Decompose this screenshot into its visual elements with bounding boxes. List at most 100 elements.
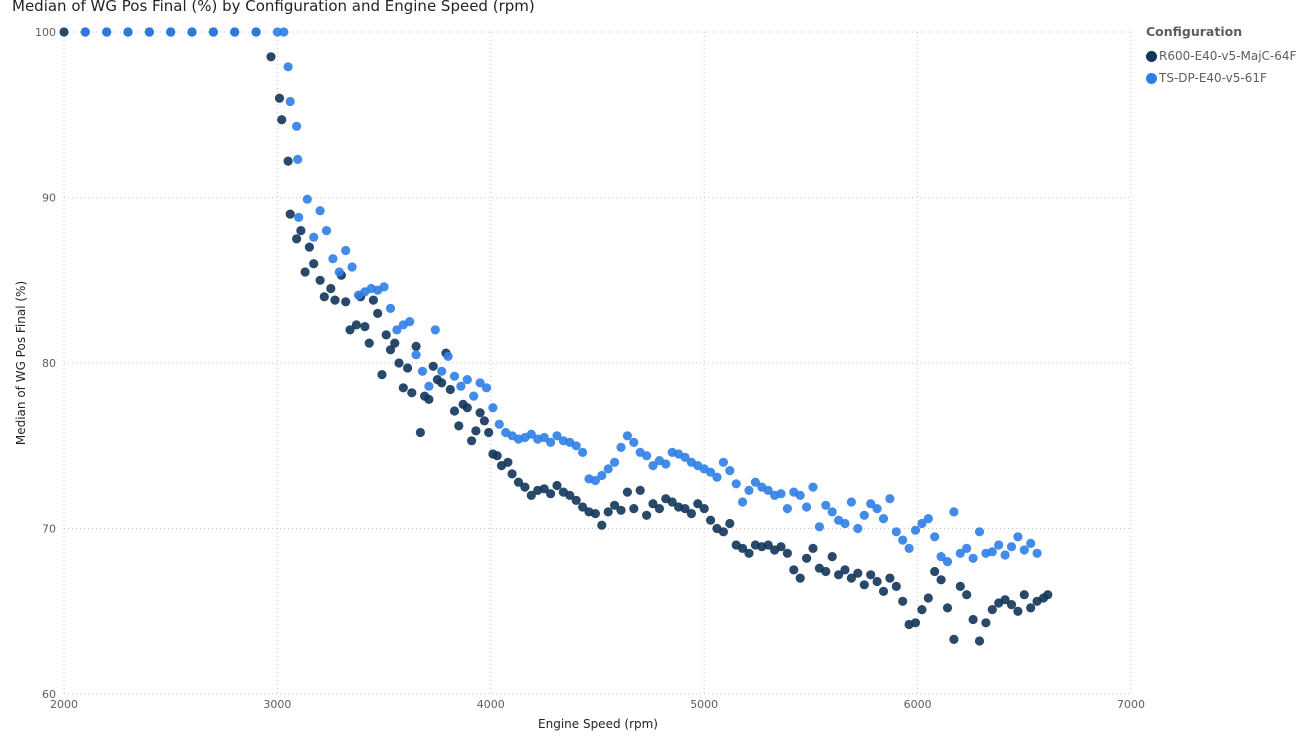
data-point-s1-11[interactable]: [283, 62, 293, 72]
data-point-s1-93[interactable]: [795, 490, 805, 500]
data-point-s0-93[interactable]: [699, 504, 709, 514]
data-point-s1-34[interactable]: [417, 366, 428, 376]
data-point-s1-91[interactable]: [782, 504, 793, 514]
data-point-s1-2[interactable]: [123, 27, 133, 37]
data-point-s0-110[interactable]: [808, 543, 818, 554]
data-point-s1-8[interactable]: [251, 27, 261, 37]
data-point-s0-123[interactable]: [891, 581, 901, 592]
data-point-s0-132[interactable]: [949, 634, 959, 645]
data-point-s0-57[interactable]: [479, 416, 489, 426]
data-point-s1-16[interactable]: [302, 194, 312, 204]
data-point-s1-64[interactable]: [610, 457, 620, 467]
data-point-s0-44[interactable]: [424, 394, 434, 404]
data-point-s0-131[interactable]: [942, 603, 953, 613]
data-point-s1-123[interactable]: [987, 547, 997, 557]
data-point-s0-22[interactable]: [326, 283, 336, 294]
data-point-s0-51[interactable]: [454, 421, 464, 431]
data-point-s0-13[interactable]: [283, 156, 293, 166]
data-point-s1-37[interactable]: [437, 366, 447, 376]
data-point-s0-147[interactable]: [1043, 590, 1053, 600]
data-point-s0-62[interactable]: [503, 457, 513, 467]
data-point-s0-108[interactable]: [795, 573, 805, 583]
data-point-s0-32[interactable]: [373, 308, 383, 318]
data-point-s0-36[interactable]: [390, 338, 400, 348]
data-point-s0-19[interactable]: [309, 259, 319, 269]
data-point-s0-106[interactable]: [782, 548, 793, 558]
data-point-s1-17[interactable]: [309, 232, 319, 242]
data-point-s1-94[interactable]: [802, 502, 812, 512]
data-point-s1-19[interactable]: [321, 226, 332, 236]
data-point-s0-129[interactable]: [930, 566, 940, 577]
data-point-s0-118[interactable]: [859, 580, 869, 590]
data-point-s0-55[interactable]: [471, 426, 481, 436]
data-point-s1-54[interactable]: [546, 437, 556, 447]
data-point-s0-112[interactable]: [821, 566, 831, 577]
data-point-s1-83[interactable]: [731, 479, 741, 489]
data-point-s0-85[interactable]: [648, 499, 658, 509]
data-point-s1-18[interactable]: [315, 206, 325, 216]
data-point-s1-75[interactable]: [680, 452, 690, 462]
data-point-s1-51[interactable]: [526, 429, 536, 439]
data-point-s1-45[interactable]: [488, 403, 498, 413]
data-point-s0-133[interactable]: [955, 581, 965, 592]
data-point-s0-96[interactable]: [718, 527, 729, 537]
data-point-s1-28[interactable]: [379, 282, 389, 292]
data-point-s1-7[interactable]: [230, 27, 240, 37]
data-point-s1-41[interactable]: [462, 375, 472, 385]
data-point-s0-20[interactable]: [315, 275, 325, 285]
data-point-s0-100[interactable]: [744, 548, 754, 558]
data-point-s1-13[interactable]: [292, 121, 302, 131]
data-point-s0-78[interactable]: [603, 507, 613, 517]
data-point-s0-94[interactable]: [706, 515, 716, 525]
data-point-s0-99[interactable]: [738, 543, 748, 554]
data-point-s1-95[interactable]: [808, 482, 818, 492]
data-point-s0-127[interactable]: [917, 605, 927, 615]
data-point-s1-65[interactable]: [616, 442, 626, 452]
data-point-s1-113[interactable]: [923, 514, 933, 524]
data-point-s0-41[interactable]: [411, 341, 421, 351]
data-point-s0-69[interactable]: [546, 489, 556, 499]
data-point-s1-21[interactable]: [334, 267, 344, 277]
data-point-s1-3[interactable]: [144, 27, 154, 37]
data-point-s1-84[interactable]: [738, 497, 748, 507]
data-point-s1-0[interactable]: [80, 27, 90, 37]
data-point-s1-101[interactable]: [846, 497, 857, 507]
data-point-s1-4[interactable]: [166, 27, 176, 37]
data-point-s0-49[interactable]: [445, 384, 455, 395]
data-point-s1-96[interactable]: [814, 522, 825, 532]
data-point-s0-84[interactable]: [642, 510, 652, 520]
data-point-s1-23[interactable]: [347, 262, 357, 272]
data-point-s1-130[interactable]: [1032, 548, 1042, 558]
data-point-s0-91[interactable]: [686, 508, 697, 519]
data-point-s0-117[interactable]: [853, 568, 863, 578]
data-point-s1-6[interactable]: [208, 27, 218, 37]
data-point-s0-120[interactable]: [872, 576, 882, 587]
data-point-s0-116[interactable]: [846, 573, 857, 583]
data-point-s1-43[interactable]: [475, 378, 485, 388]
data-point-s1-119[interactable]: [962, 543, 972, 554]
data-point-s0-97[interactable]: [725, 518, 735, 529]
data-point-s1-127[interactable]: [1013, 532, 1023, 542]
data-point-s1-36[interactable]: [430, 325, 440, 335]
data-point-s0-136[interactable]: [974, 636, 985, 646]
data-point-s0-14[interactable]: [285, 209, 295, 219]
data-point-s0-70[interactable]: [552, 480, 562, 491]
data-point-s1-69[interactable]: [642, 451, 652, 461]
data-point-s1-126[interactable]: [1006, 542, 1017, 552]
data-point-s0-53[interactable]: [462, 403, 472, 413]
data-point-s0-103[interactable]: [763, 540, 773, 550]
data-point-s0-39[interactable]: [403, 363, 413, 373]
data-point-s0-58[interactable]: [484, 427, 494, 438]
data-point-s0-25[interactable]: [341, 297, 351, 307]
data-point-s0-130[interactable]: [936, 575, 946, 585]
data-point-s0-109[interactable]: [802, 553, 812, 563]
data-point-s1-55[interactable]: [552, 431, 562, 441]
data-point-s1-85[interactable]: [744, 485, 754, 495]
data-point-s0-82[interactable]: [629, 504, 639, 514]
data-point-s1-114[interactable]: [930, 532, 940, 542]
data-point-s0-17[interactable]: [300, 267, 310, 277]
legend-item-series-1[interactable]: TS-DP-E40-v5-61F: [1146, 67, 1296, 89]
data-point-s0-54[interactable]: [467, 436, 477, 446]
data-point-s1-58[interactable]: [571, 441, 581, 451]
data-point-s0-143[interactable]: [1019, 590, 1029, 600]
